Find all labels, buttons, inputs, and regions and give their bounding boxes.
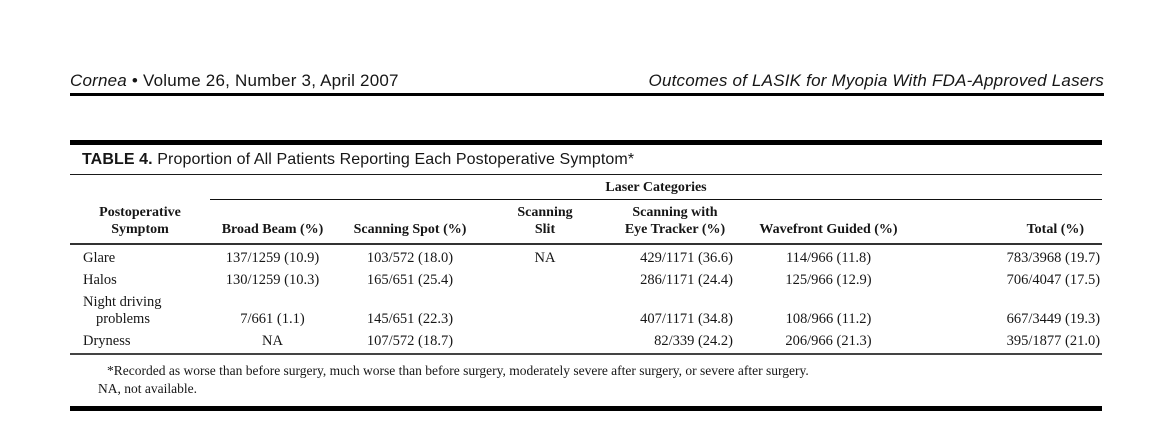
- table-row-glare: Glare 137/1259 (10.9) 103/572 (18.0) NA …: [70, 244, 1102, 270]
- table-cell: 145/651 (22.3): [366, 311, 454, 327]
- table-cell: 114/966 (11.8): [785, 250, 872, 266]
- column-header-scanning-spot: Scanning Spot (%): [335, 199, 485, 245]
- table-top-rule: [70, 140, 1102, 145]
- column-header-scanning-slit: Scanning Slit: [485, 199, 605, 245]
- group-header-spacer: [70, 175, 210, 200]
- group-header-laser-categories: Laser Categories: [210, 175, 1103, 200]
- symptom-cell: Glare: [83, 250, 116, 266]
- table-cell: [485, 270, 605, 292]
- table-footnotes: *Recorded as worse than before surgery, …: [98, 362, 1102, 398]
- column-header-wavefront-guided: Wavefront Guided (%): [745, 199, 912, 245]
- table-cell: 82/339 (24.2): [605, 331, 745, 355]
- footnote-na-definition: NA, not available.: [98, 381, 197, 396]
- table-number-label: TABLE 4.: [82, 151, 153, 168]
- table-row-halos: Halos 130/1259 (10.3) 165/651 (25.4) 286…: [70, 270, 1102, 292]
- table-title-text: Proportion of All Patients Reporting Eac…: [157, 151, 635, 168]
- table-row-night-driving: Night driving problems 7/661 (1.1) 145/65…: [70, 292, 1102, 331]
- column-header-broad-beam: Broad Beam (%): [210, 199, 335, 245]
- table-cell: 108/966 (11.2): [785, 311, 872, 327]
- data-table: Laser Categories Postoperative Symptom B…: [70, 175, 1103, 355]
- table-cell: 429/1171 (36.6): [640, 250, 733, 266]
- journal-name: Cornea: [70, 71, 127, 90]
- table-body: Glare 137/1259 (10.9) 103/572 (18.0) NA …: [70, 244, 1103, 355]
- column-header-symptom: Postoperative Symptom: [70, 199, 210, 245]
- table-title-rule: [70, 174, 1102, 175]
- table-cell: 667/3449 (19.3): [1006, 311, 1101, 327]
- journal-issue: • Volume 26, Number 3, April 2007: [131, 71, 399, 90]
- journal-citation: Cornea • Volume 26, Number 3, April 2007: [70, 71, 399, 91]
- running-head-rule: [70, 93, 1104, 96]
- table-cell: 206/966 (21.3): [745, 331, 912, 355]
- table-cell: [485, 331, 605, 355]
- table-cell: 7/661 (1.1): [240, 311, 305, 327]
- table-cell: 706/4047 (17.5): [1006, 272, 1101, 288]
- table-cell: [485, 292, 605, 331]
- table-block: TABLE 4. Proportion of All Patients Repo…: [70, 140, 1103, 411]
- symptom-cell: Halos: [83, 272, 117, 288]
- article-running-title: Outcomes of LASIK for Myopia With FDA-Ap…: [648, 71, 1104, 90]
- table-cell: NA: [534, 250, 556, 266]
- group-header-row: Laser Categories: [70, 175, 1103, 200]
- column-header-eye-tracker: Scanning with Eye Tracker (%): [605, 199, 745, 245]
- symptom-cell: Dryness: [70, 331, 210, 355]
- table-cell: 107/572 (18.7): [335, 331, 485, 355]
- table-cell: 125/966 (12.9): [785, 272, 872, 288]
- table-cell: NA: [210, 331, 335, 355]
- column-header-total: Total (%): [912, 199, 1103, 245]
- table-cell: 165/651 (25.4): [366, 272, 454, 288]
- table-cell: 137/1259 (10.9): [225, 250, 320, 266]
- table-cell: 130/1259 (10.3): [225, 272, 320, 288]
- table-cell: 103/572 (18.0): [366, 250, 454, 266]
- table-cell: 783/3968 (19.7): [1006, 250, 1101, 266]
- table-bottom-rule: [70, 406, 1102, 411]
- running-head: Cornea • Volume 26, Number 3, April 2007…: [70, 71, 1104, 91]
- table-title: TABLE 4. Proportion of All Patients Repo…: [70, 145, 1102, 174]
- column-header-row: Postoperative Symptom Broad Beam (%) Sca…: [70, 199, 1103, 245]
- footnote-symptom-definition: *Recorded as worse than before surgery, …: [107, 363, 809, 378]
- table-row-dryness: Dryness NA 107/572 (18.7) 82/339 (24.2) …: [70, 331, 1103, 355]
- table-cell: 395/1877 (21.0): [912, 331, 1103, 355]
- table-cell: 286/1171 (24.4): [640, 272, 733, 288]
- symptom-cell: Night driving problems: [83, 294, 162, 327]
- table-cell: 407/1171 (34.8): [640, 311, 733, 327]
- table-header: Laser Categories Postoperative Symptom B…: [70, 175, 1103, 245]
